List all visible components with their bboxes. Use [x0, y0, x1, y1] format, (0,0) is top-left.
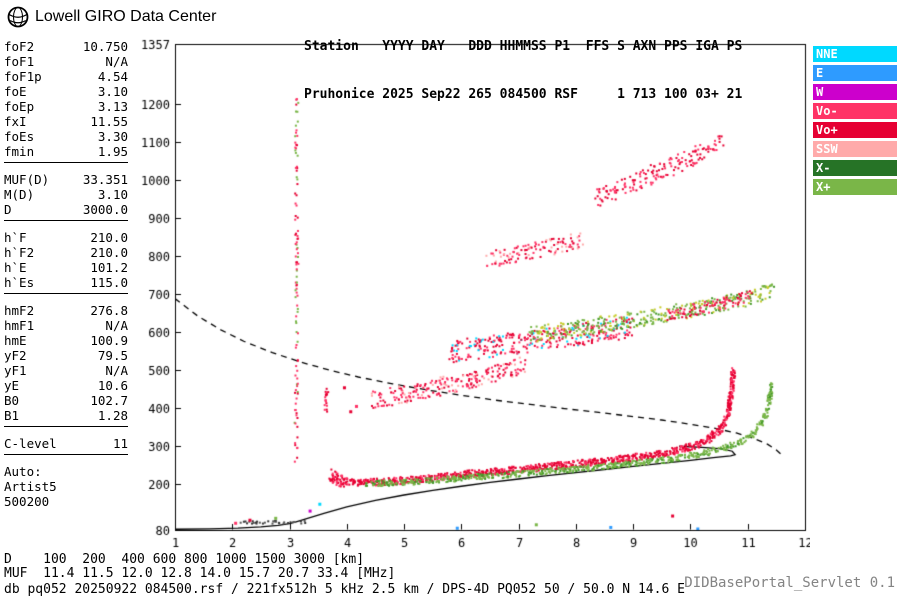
param-value: 210.0 — [90, 230, 128, 245]
param-value: 276.8 — [90, 303, 128, 318]
param-label: h`E — [4, 260, 27, 275]
param-value: 11.55 — [90, 114, 128, 129]
param-value: 11 — [112, 436, 128, 451]
parameter-group: h`F 210.0 h`F2 210.0 h`E 101.2 h`Es 115.0 — [4, 230, 128, 294]
param-label: B1 — [4, 408, 20, 423]
param-label: yF2 — [4, 348, 27, 363]
giro-globe-icon — [7, 6, 29, 28]
param-label: D — [4, 202, 12, 217]
param-label: h`Es — [4, 275, 35, 290]
ionogram-plot — [130, 36, 810, 560]
servlet-version: DIDBasePortal_Servlet 0.1 — [684, 575, 895, 591]
param-label: foF1 — [4, 54, 35, 69]
param-label: M(D) — [4, 187, 35, 202]
parameter-group: foF2 10.750 foF1 N/A foF1p 4.54 foE 3.10 foEp 3.1… — [4, 39, 128, 163]
param-value: 10.6 — [97, 378, 128, 393]
param-value: N/A — [105, 363, 128, 378]
param-label: foF2 — [4, 39, 35, 54]
param-label: h`F2 — [4, 245, 35, 260]
param-value: 100.9 — [90, 333, 128, 348]
muf-row: MUF 11.4 11.5 12.0 12.8 14.0 15.7 20.7 3… — [4, 566, 396, 581]
autoscaling-info-line: 500200 — [4, 494, 50, 509]
param-fmin: fmin 1.95 — [4, 144, 128, 159]
param-hf: h`F 210.0 — [4, 230, 128, 245]
param-value: 101.2 — [90, 260, 128, 275]
giro-logo: Lowell GIRO Data Center — [6, 5, 216, 29]
param-fof1p: foF1p 4.54 — [4, 69, 128, 84]
param-label: hmF2 — [4, 303, 35, 318]
param-label: hmF1 — [4, 318, 35, 333]
param-value: N/A — [105, 318, 128, 333]
parameter-panel: foF2 10.750 foF1 N/A foF1p 4.54 foE 3.10 foEp 3.1… — [4, 39, 128, 509]
param-he: h`E 101.2 — [4, 260, 128, 275]
legend-item-vo: Vo+ — [813, 122, 897, 138]
param-fof1: foF1 N/A — [4, 54, 128, 69]
legend-item-ssw: SSW — [813, 141, 897, 157]
param-foep: foEp 3.13 — [4, 99, 128, 114]
param-d: D 3000.0 — [4, 202, 128, 217]
param-value: N/A — [105, 54, 128, 69]
param-fof2: foF2 10.750 — [4, 39, 128, 54]
parameter-group: MUF(D) 33.351 M(D) 3.10 D 3000.0 — [4, 172, 128, 221]
param-value: 10.750 — [82, 39, 128, 54]
param-label: yE — [4, 378, 20, 393]
param-b1: B1 1.28 — [4, 408, 128, 423]
param-label: yF1 — [4, 363, 27, 378]
parameter-group: C-level 11 — [4, 436, 128, 455]
param-value: 3.10 — [97, 84, 128, 99]
autoscaling-info-line: Auto: — [4, 464, 42, 479]
legend-item-x: X- — [813, 160, 897, 176]
param-ye: yE 10.6 — [4, 378, 128, 393]
param-value: 115.0 — [90, 275, 128, 290]
param-value: 1.28 — [97, 408, 128, 423]
legend-item-e: E — [813, 65, 897, 81]
param-b0: B0 102.7 — [4, 393, 128, 408]
param-hme: hmE 100.9 — [4, 333, 128, 348]
param-foes: foEs 3.30 — [4, 129, 128, 144]
legend-item-vo: Vo- — [813, 103, 897, 119]
param-value: 3.30 — [97, 129, 128, 144]
giro-logo-text: Lowell GIRO Data Center — [35, 8, 217, 25]
param-hf2: h`F2 210.0 — [4, 245, 128, 260]
legend-item-w: W — [813, 84, 897, 100]
param-hmf1: hmF1 N/A — [4, 318, 128, 333]
param-label: B0 — [4, 393, 20, 408]
param-value: 79.5 — [97, 348, 128, 363]
autoscaling-info-line: Artist5 — [4, 479, 57, 494]
param-label: C-level — [4, 436, 57, 451]
param-clevel: C-level 11 — [4, 436, 128, 451]
param-label: MUF(D) — [4, 172, 50, 187]
param-hes: h`Es 115.0 — [4, 275, 128, 290]
param-label: foEs — [4, 129, 35, 144]
param-label: fmin — [4, 144, 35, 159]
param-value: 33.351 — [82, 172, 128, 187]
param-label: h`F — [4, 230, 27, 245]
param-fxi: fxI 11.55 — [4, 114, 128, 129]
legend-item-x: X+ — [813, 179, 897, 195]
distance-row: D 100 200 400 600 800 1000 1500 3000 [km… — [4, 552, 365, 567]
param-label: fxI — [4, 114, 27, 129]
param-yf1: yF1 N/A — [4, 363, 128, 378]
legend: NNE E W Vo- Vo+ SSW X- X+ — [813, 46, 897, 198]
param-value: 102.7 — [90, 393, 128, 408]
param-value: 4.54 — [97, 69, 128, 84]
param-yf2: yF2 79.5 — [4, 348, 128, 363]
param-value: 210.0 — [90, 245, 128, 260]
param-label: foF1p — [4, 69, 42, 84]
param-mufd: MUF(D) 33.351 — [4, 172, 128, 187]
param-label: foEp — [4, 99, 35, 114]
param-label: foE — [4, 84, 27, 99]
status-line: db pq052 20250922 084500.rsf / 221fx512h… — [4, 582, 685, 597]
param-hmf2: hmF2 276.8 — [4, 303, 128, 318]
param-md: M(D) 3.10 — [4, 187, 128, 202]
legend-item-nne: NNE — [813, 46, 897, 62]
param-value: 3000.0 — [82, 202, 128, 217]
param-label: hmE — [4, 333, 27, 348]
param-value: 1.95 — [97, 144, 128, 159]
parameter-group: hmF2 276.8 hmF1 N/A hmE 100.9 yF2 79.5 yF1 N/A yE 1… — [4, 303, 128, 427]
param-value: 3.13 — [97, 99, 128, 114]
param-foe: foE 3.10 — [4, 84, 128, 99]
param-value: 3.10 — [97, 187, 128, 202]
